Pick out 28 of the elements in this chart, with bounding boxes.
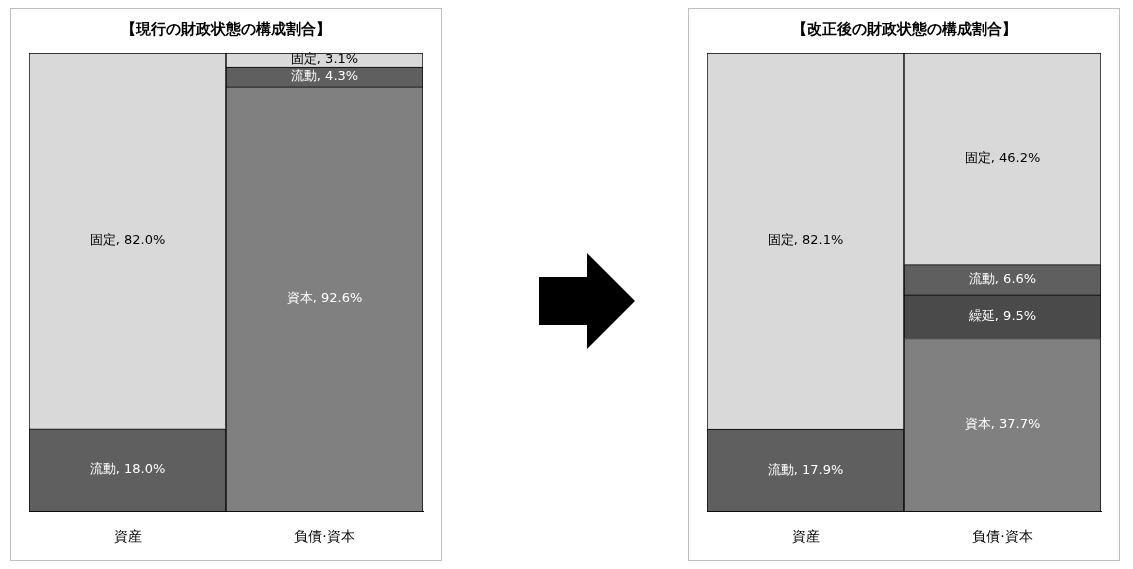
- data-label: , 6.6%: [994, 271, 1037, 287]
- x-tick-label: 資産: [791, 528, 820, 545]
- series-label: 固定: [290, 51, 317, 67]
- data-label: , 82.0%: [115, 232, 166, 248]
- data-label: , 46.2%: [990, 150, 1041, 166]
- data-label: , 3.1%: [316, 51, 359, 67]
- data-label: , 9.5%: [994, 308, 1037, 324]
- x-tick-label: 負債·資本: [294, 528, 355, 545]
- series-label: 資本: [964, 416, 991, 432]
- series-label: 資本: [286, 290, 313, 306]
- data-label: , 4.3%: [316, 68, 359, 84]
- data-label: , 37.7%: [990, 416, 1041, 432]
- text: 固定: [89, 232, 116, 248]
- x-tick-label: 資産: [113, 528, 142, 545]
- series-label: 繰延: [967, 308, 995, 324]
- data-label: , 92.6%: [312, 290, 363, 306]
- series-label: 流動: [968, 271, 995, 287]
- data-label: , 17.9%: [793, 461, 844, 477]
- text: 固定: [964, 150, 991, 166]
- text: 流動: [767, 461, 794, 477]
- chart-title: 【現行の財政状態の構成割合】: [121, 19, 331, 38]
- series-label: 流動: [290, 68, 317, 84]
- data-label: , 18.0%: [115, 461, 166, 477]
- chart-title: 【改正後の財政状態の構成割合】: [791, 19, 1017, 38]
- text: 流動: [89, 461, 116, 477]
- x-tick-label: 負債·資本: [972, 528, 1033, 545]
- series-label: 固定: [767, 232, 794, 248]
- data-label: , 82.1%: [793, 232, 844, 248]
